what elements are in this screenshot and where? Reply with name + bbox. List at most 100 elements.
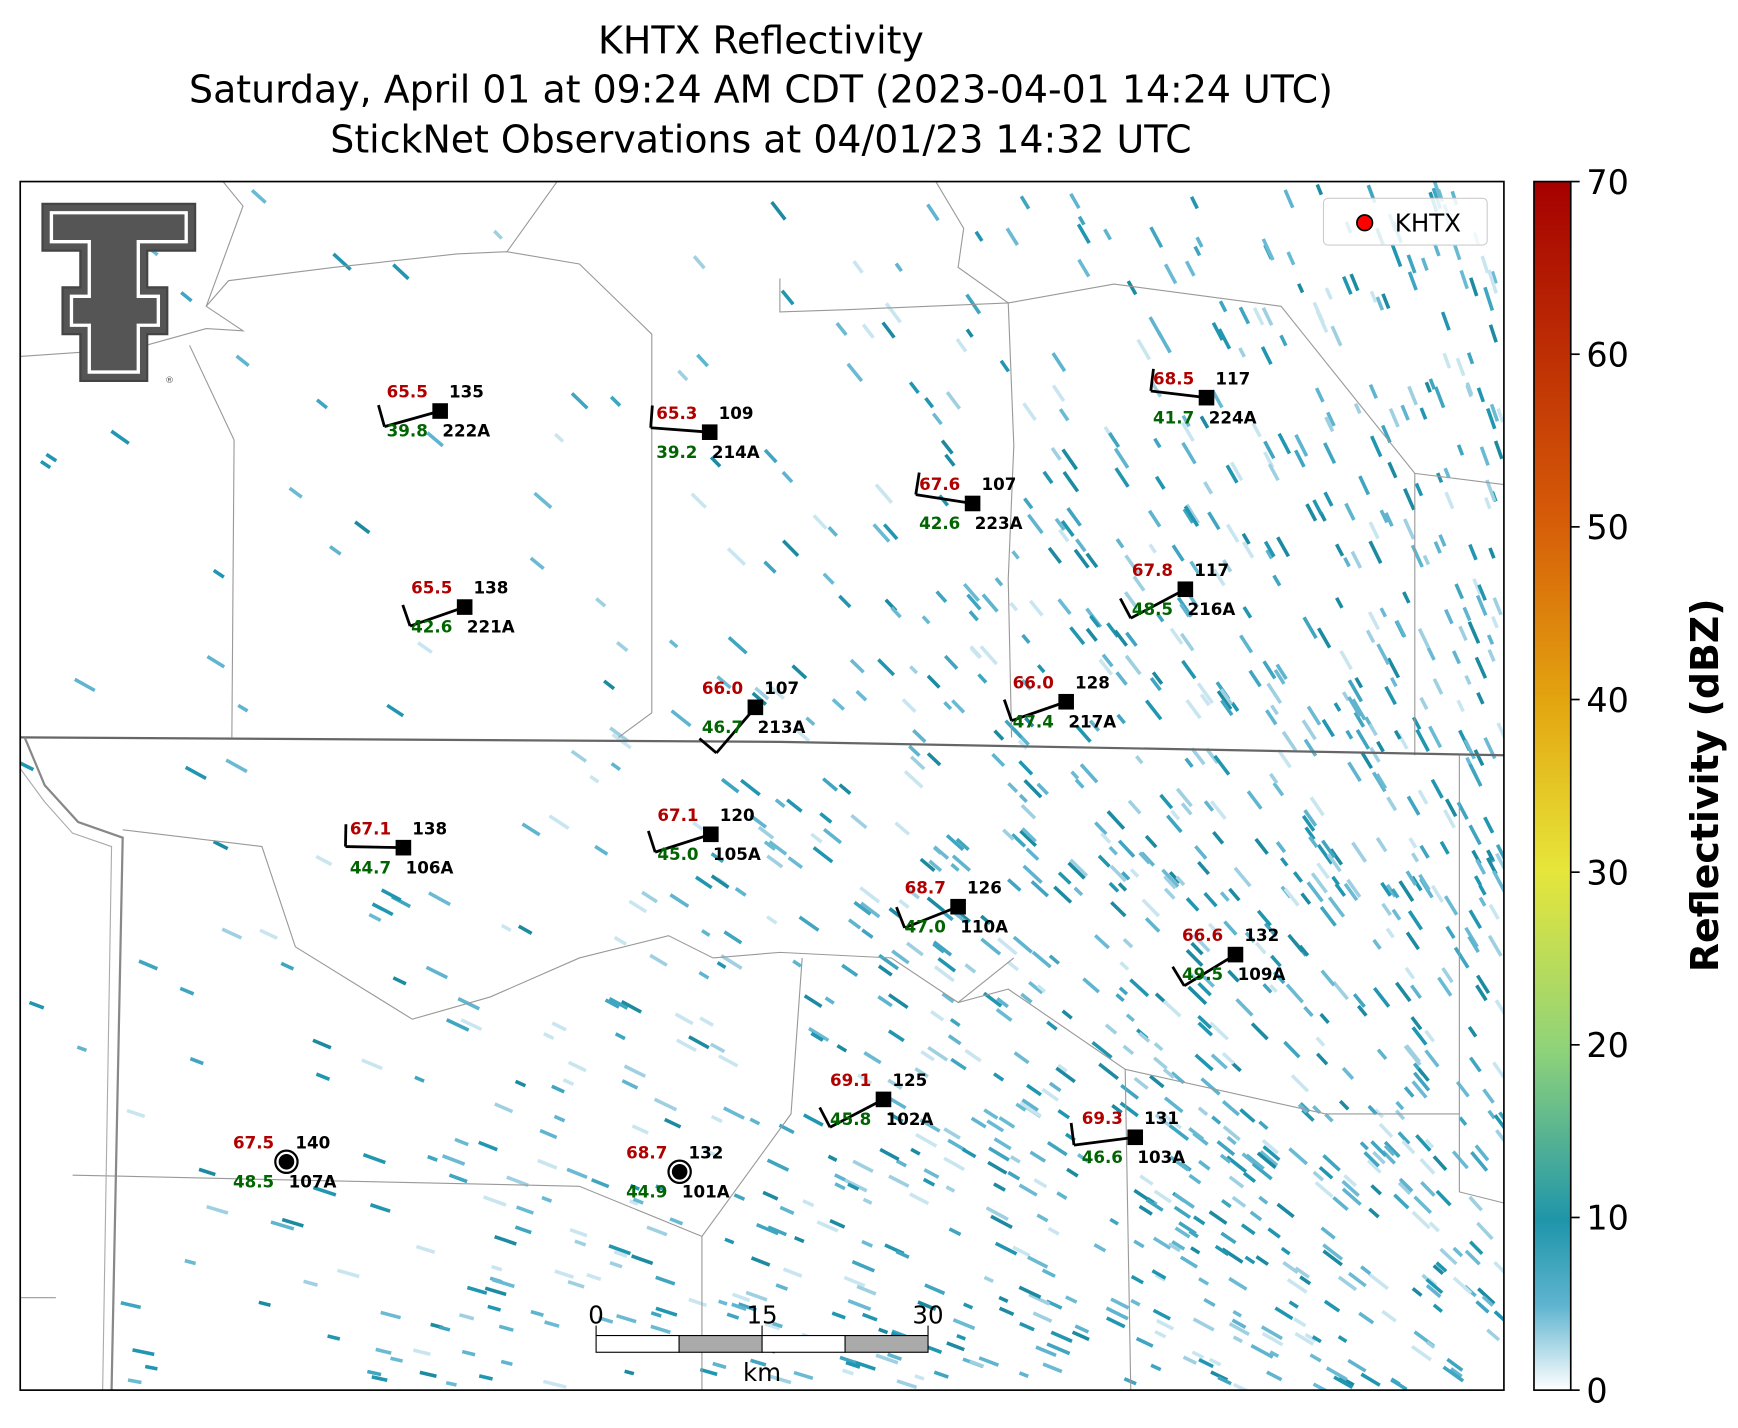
- echo: [541, 1195, 553, 1203]
- echo: [1020, 803, 1037, 820]
- echo: [887, 1111, 904, 1123]
- echo: [1170, 809, 1181, 821]
- echo: [1413, 1195, 1433, 1215]
- echo: [919, 857, 936, 872]
- echo: [1018, 1285, 1042, 1299]
- echo: [1057, 871, 1072, 885]
- echo: [781, 539, 800, 558]
- echo: [1481, 1295, 1494, 1307]
- echo: [945, 834, 965, 851]
- echo: [1493, 1310, 1504, 1326]
- echo: [1117, 839, 1136, 858]
- colorbar-label: Reflectivity (dBZ): [1683, 598, 1727, 972]
- calm-ring: [274, 1149, 299, 1175]
- echo: [834, 1173, 847, 1182]
- echo: [1076, 223, 1091, 244]
- station-marker: [671, 1164, 688, 1180]
- echo: [1251, 1162, 1273, 1181]
- echo: [928, 859, 943, 873]
- dewpoint: 47.4: [1013, 711, 1054, 731]
- echo: [1316, 843, 1334, 865]
- echo: [1104, 1023, 1118, 1035]
- echo: [428, 891, 451, 907]
- echo: [609, 1260, 623, 1269]
- echo: [1115, 538, 1125, 549]
- echo: [206, 655, 226, 669]
- echo: [1414, 482, 1424, 497]
- echo: [836, 1044, 848, 1053]
- echo: [822, 827, 843, 845]
- echo: [623, 1064, 647, 1078]
- echo: [1308, 835, 1319, 849]
- echo: [569, 1227, 588, 1238]
- echo: [1424, 381, 1432, 393]
- echo: [923, 1168, 940, 1179]
- echo: [1211, 322, 1224, 341]
- temperature: 68.5: [1153, 368, 1194, 388]
- echo: [336, 1268, 360, 1279]
- echo: [1048, 1081, 1062, 1093]
- echo: [1198, 1277, 1210, 1286]
- echo: [427, 1154, 438, 1162]
- echo: [1359, 1141, 1369, 1151]
- scale-label: 30: [912, 1300, 943, 1329]
- echo: [1368, 521, 1380, 540]
- echo: [717, 1054, 739, 1068]
- echo: [1250, 1022, 1269, 1041]
- county-line: [205, 181, 244, 307]
- echo: [772, 1321, 783, 1329]
- echo: [1381, 424, 1392, 444]
- echo: [1267, 463, 1280, 482]
- echo: [1163, 887, 1176, 900]
- echo: [1483, 286, 1495, 311]
- echo: [1109, 1217, 1119, 1226]
- echo: [834, 1182, 846, 1191]
- echo: [1375, 296, 1385, 311]
- echo: [995, 1008, 1013, 1022]
- echo: [998, 1116, 1016, 1129]
- echo: [1303, 809, 1318, 827]
- echo: [1162, 999, 1182, 1018]
- echo: [1432, 181, 1442, 199]
- echo: [803, 1113, 824, 1127]
- echo: [554, 1269, 575, 1279]
- echo: [766, 1158, 790, 1172]
- echo: [822, 777, 839, 792]
- echo: [1341, 275, 1353, 295]
- echo: [1123, 591, 1140, 611]
- echo: [1269, 1350, 1280, 1358]
- echo: [1300, 892, 1312, 905]
- station: 68.7 132 44.9 101A: [626, 1142, 730, 1201]
- station-marker: [950, 898, 966, 915]
- echo: [1294, 433, 1309, 457]
- echo: [963, 1302, 974, 1310]
- echo: [831, 1311, 846, 1320]
- echo: [745, 1290, 768, 1302]
- echo: [1053, 885, 1073, 904]
- echo: [1069, 626, 1086, 646]
- echo: [1091, 1040, 1113, 1059]
- echo: [1027, 513, 1044, 535]
- echo: [1397, 1131, 1411, 1145]
- wind-barb: [915, 493, 973, 505]
- echo: [598, 1316, 614, 1324]
- echo: [1306, 881, 1324, 903]
- echo: [1225, 523, 1240, 543]
- echo: [1419, 407, 1428, 420]
- echo: [1125, 631, 1138, 647]
- echo: [668, 639, 679, 649]
- echo: [924, 1283, 946, 1296]
- echo: [1424, 1029, 1436, 1043]
- echo: [845, 1360, 861, 1369]
- echo: [824, 996, 835, 1005]
- echo: [332, 252, 352, 271]
- echo: [978, 1356, 1000, 1367]
- echo: [566, 1167, 588, 1180]
- echo: [979, 645, 998, 666]
- echo: [969, 1359, 985, 1369]
- echo: [1050, 1330, 1073, 1343]
- echo: [993, 729, 1005, 741]
- echo: [863, 1051, 882, 1065]
- echo: [1486, 1328, 1501, 1342]
- echo: [371, 902, 394, 917]
